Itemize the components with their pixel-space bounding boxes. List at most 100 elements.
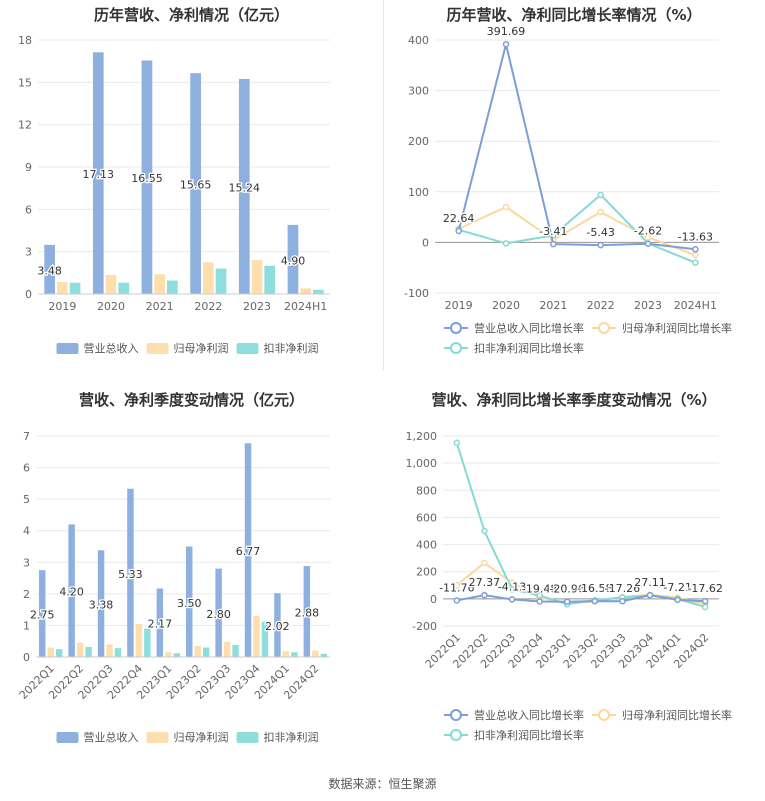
chart-title: 历年营收、净利同比增长率情况（%）: [446, 6, 701, 24]
bar-deducted-profit: [69, 282, 81, 294]
legend-swatch: [146, 343, 169, 354]
bar-revenue: [38, 570, 46, 657]
point: [453, 582, 461, 589]
legend-swatch: [56, 343, 79, 354]
x-tick-label: 2020: [492, 299, 520, 312]
y-tick-label: 2: [23, 588, 30, 601]
y-tick-label: 6: [23, 462, 30, 475]
y-tick-label: 1,000: [406, 457, 438, 470]
data-label: 6.77: [236, 545, 261, 558]
point: [591, 597, 599, 605]
legend-label: 归母净利润: [174, 341, 229, 355]
x-tick-label: 2023: [243, 300, 271, 313]
line-revenue-growth: [457, 43, 696, 251]
data-label: 3.50: [177, 597, 202, 610]
data-label: -17.62: [687, 582, 722, 595]
point: [563, 598, 571, 605]
data-label: 17.13: [83, 168, 115, 181]
y-tick-label: 1: [23, 619, 30, 632]
legend-swatch: [146, 732, 169, 743]
data-label: -2.62: [634, 225, 662, 238]
bar-deducted-profit: [85, 646, 92, 657]
point: [701, 597, 709, 605]
bar-revenue: [127, 488, 134, 657]
point: [455, 227, 462, 235]
y-tick-label: 3: [23, 556, 30, 569]
point: [481, 559, 488, 567]
data-label: 2.75: [30, 609, 55, 622]
legend-label: 营业总收入: [84, 341, 139, 355]
y-tick-label: 400: [416, 539, 437, 552]
x-tick-label: 2024H1: [674, 299, 717, 312]
bar-net-profit: [154, 274, 166, 294]
x-tick-label: 2023: [634, 299, 662, 312]
bar-revenue: [274, 593, 281, 657]
bar-net-profit: [300, 288, 312, 294]
bar-revenue: [68, 524, 75, 657]
y-tick-label: 9: [25, 161, 32, 174]
point: [597, 241, 604, 249]
data-label: -19.48: [522, 583, 557, 596]
bar-deducted-profit: [313, 289, 324, 294]
bar-deducted-profit: [264, 265, 276, 294]
line-deducted-profit-growth: [458, 193, 696, 264]
y-tick-label: -200: [412, 620, 437, 633]
point: [481, 527, 488, 535]
bar-deducted-profit: [202, 647, 210, 657]
data-label: 27.37: [469, 576, 501, 589]
bar-net-profit: [194, 645, 201, 657]
bar-deducted-profit: [167, 280, 178, 294]
x-tick-label: 2022: [194, 300, 222, 313]
point: [597, 191, 604, 199]
bar-net-profit: [135, 623, 143, 657]
bar-net-profit: [47, 647, 54, 657]
data-label: -13.63: [678, 230, 713, 243]
y-tick-label: 0: [25, 288, 32, 301]
chart-title: 营收、净利季度变动情况（亿元）: [79, 391, 304, 409]
point: [453, 597, 461, 604]
legend-swatch: [236, 732, 259, 743]
bar-deducted-profit: [232, 645, 239, 657]
bar-deducted-profit: [320, 653, 328, 657]
bar-net-profit: [106, 644, 113, 657]
y-tick-label: 15: [18, 76, 32, 89]
point: [701, 603, 709, 611]
bar-revenue: [141, 60, 153, 294]
point: [502, 40, 510, 48]
bar-deducted-profit: [55, 649, 63, 657]
bar-revenue: [92, 52, 104, 294]
y-tick-label: 1,200: [406, 430, 438, 443]
bar-net-profit: [202, 262, 214, 294]
point: [692, 259, 699, 266]
data-label: 15.65: [180, 179, 212, 192]
bar-deducted-profit: [114, 648, 122, 657]
x-tick-label: 2019: [445, 299, 473, 312]
point: [597, 208, 604, 216]
data-label: -7.21: [663, 581, 691, 594]
data-label: -5.43: [586, 226, 614, 239]
y-tick-label: 12: [18, 119, 32, 132]
legend-marker: [450, 729, 462, 741]
bar-revenue: [190, 73, 201, 295]
point: [550, 240, 557, 248]
point: [644, 234, 652, 241]
point: [536, 598, 543, 605]
bar-deducted-profit: [173, 653, 181, 657]
x-tick-label: 2021: [146, 300, 174, 313]
bar-net-profit: [312, 650, 319, 657]
data-label: 3.38: [89, 599, 114, 612]
y-tick-label: 600: [416, 511, 437, 524]
data-label: 4.90: [281, 254, 306, 267]
legend-label: 扣非净利润同比增长率: [474, 341, 584, 355]
bar-net-profit: [56, 282, 68, 294]
legend-label: 扣非净利润同比增长率: [474, 728, 584, 742]
bar-deducted-profit: [291, 652, 298, 657]
bar-revenue: [97, 550, 105, 657]
bar-revenue: [44, 244, 55, 294]
data-label: 2.02: [265, 620, 290, 633]
y-tick-label: 0: [23, 651, 30, 664]
data-label: 4.20: [59, 586, 84, 599]
legend-label: 归母净利润同比增长率: [622, 321, 732, 335]
point: [502, 240, 510, 247]
